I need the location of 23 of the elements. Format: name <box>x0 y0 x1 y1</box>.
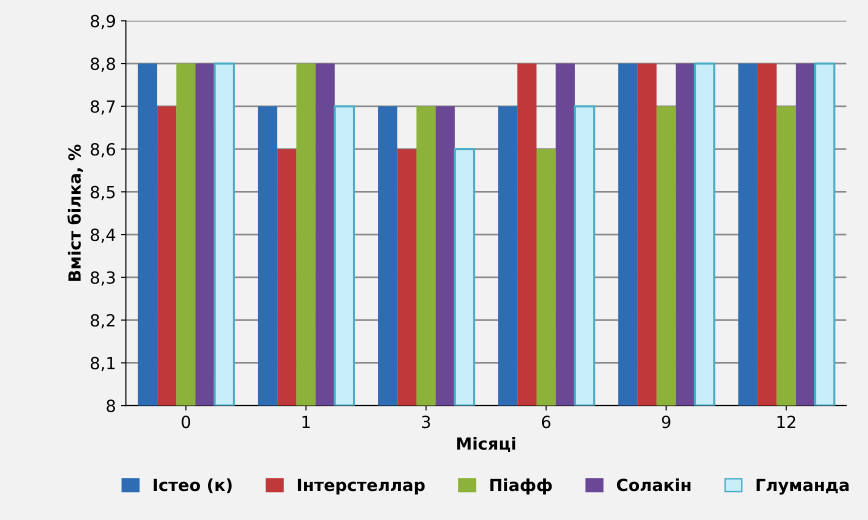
y-tick-label: 8,4 <box>90 228 116 243</box>
y-tick-label: 8,6 <box>90 143 116 158</box>
legend-label: Істео (к) <box>154 478 232 494</box>
x-tick-label: 1 <box>302 416 310 428</box>
legend-label: Глуманда <box>756 478 849 495</box>
y-tick-label: 8,3 <box>90 271 115 286</box>
x-tick-label: 0 <box>182 416 190 428</box>
legend-label: Піафф <box>490 478 552 494</box>
x-tick-label: 6 <box>542 416 550 428</box>
legend-label: Інтерстеллар <box>298 478 425 494</box>
x-tick-label: 3 <box>422 416 430 428</box>
legend-label: Солакін <box>616 478 690 492</box>
x-tick-label: 12 <box>777 416 796 428</box>
y-tick-label: 8,7 <box>90 100 115 115</box>
y-tick-label: 8 <box>106 400 115 412</box>
y-axis-title: Вміст білка, % <box>67 144 83 281</box>
y-tick-label: 8,2 <box>90 314 114 328</box>
y-tick-label: 8,1 <box>90 356 115 372</box>
y-tick-label: 8,8 <box>90 58 115 72</box>
x-tick-label: 9 <box>662 416 670 428</box>
y-tick-label: 8,5 <box>90 186 115 200</box>
y-tick-label: 8,9 <box>90 14 115 30</box>
x-axis-title: Місяці <box>457 437 516 452</box>
